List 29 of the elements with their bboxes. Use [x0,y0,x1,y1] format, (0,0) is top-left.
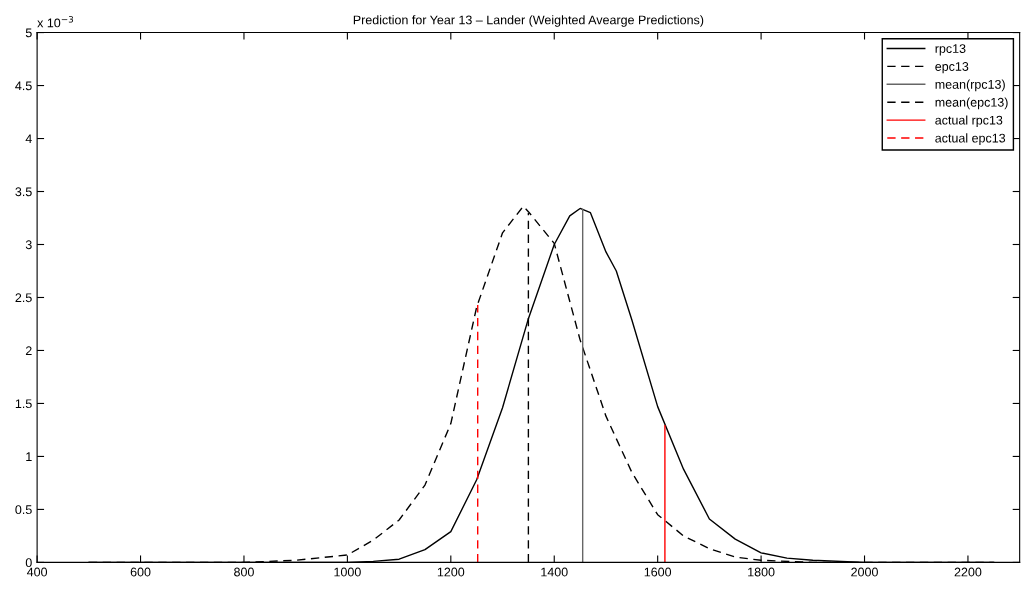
legend-label: rpc13 [935,44,966,56]
legend-label: epc13 [935,62,969,74]
y-tick-label: 0.5 [15,505,32,515]
y-tick-label: 2.5 [15,293,32,303]
y-tick-label: 5 [25,28,32,38]
y-tick-label: 3 [25,240,32,250]
x-tick-label: 2200 [954,567,982,577]
x-tick-label: 2000 [851,567,878,577]
y-tick-label: 0 [25,558,32,568]
x-tick-label: 1800 [748,567,775,577]
y-tick-label: 4 [25,134,32,144]
y-tick-label: 4.5 [15,81,32,91]
legend-label: mean(rpc13) [935,79,1005,92]
x-tick-label: 1200 [437,567,465,577]
x-tick-label: 1000 [334,567,361,577]
y-tick-label: 3.5 [15,187,32,197]
x-tick-label: 600 [130,567,151,577]
x-tick-label: 1400 [541,567,568,577]
x-tick-label: 800 [234,567,254,577]
y-tick-label: 1 [26,452,32,461]
x-tick-label: 400 [26,567,48,577]
legend-label: actual epc13 [935,133,1006,145]
chart-title: Prediction for Year 13 – Lander (Weighted Avearge Predictions) [353,15,704,27]
text: x 10$^{−3}$ [37,15,74,28]
legend-label: actual rpc13 [935,115,1003,128]
y-tick-label: 2 [25,346,32,355]
y-tick-label: 1.5 [15,399,32,409]
legend-label: mean(epc13) [935,97,1008,110]
x-tick-label: 1600 [644,567,672,577]
